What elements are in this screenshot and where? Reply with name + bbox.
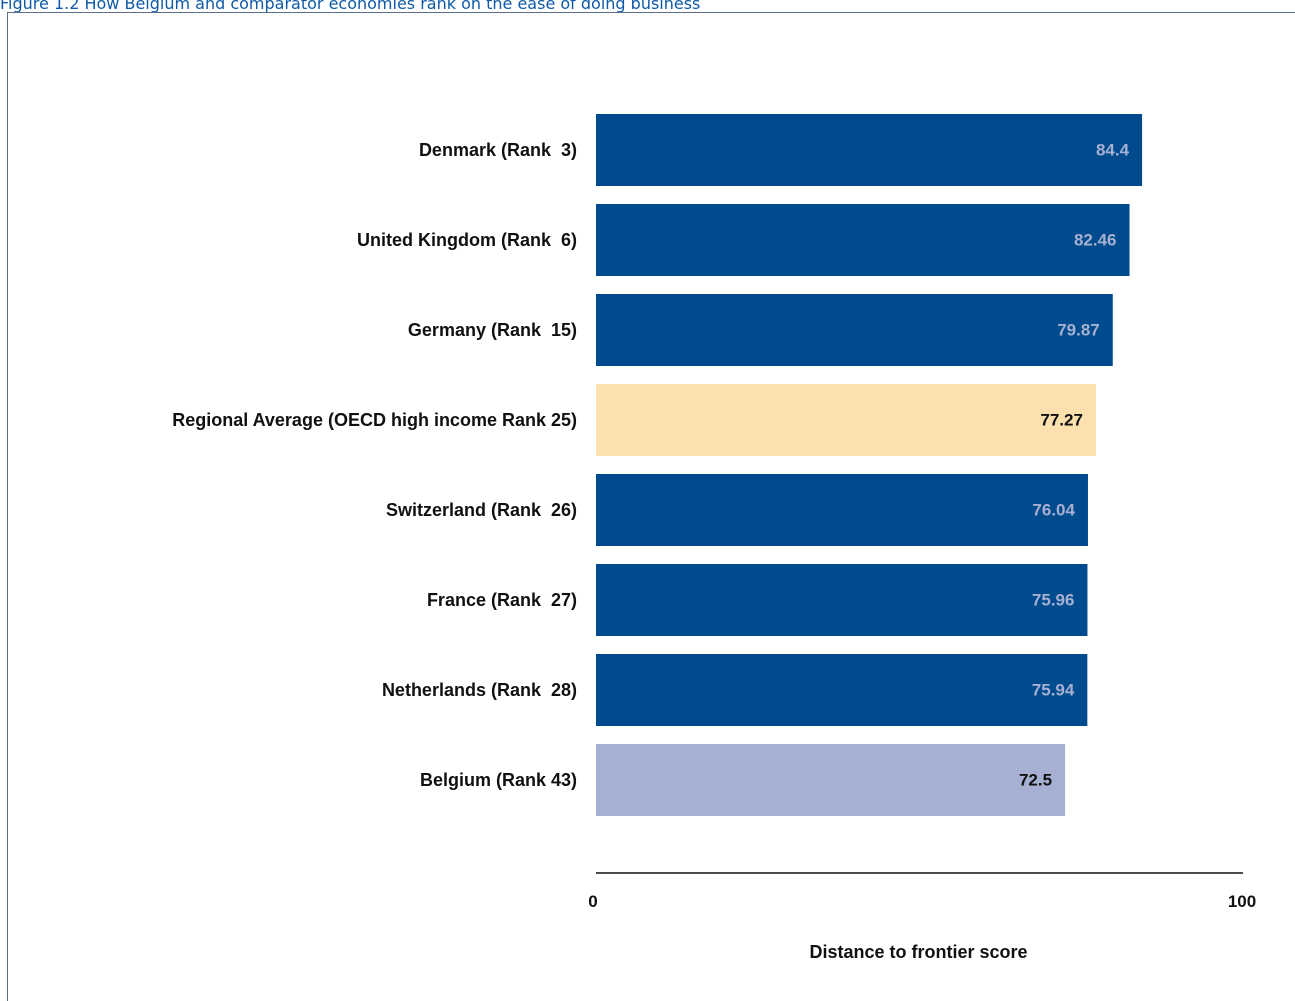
bar-5 (596, 564, 1088, 636)
x-axis-title: Distance to frontier score (809, 942, 1027, 962)
figure-title: Figure 1.2 How Belgium and comparator ec… (0, 0, 701, 13)
bar-value-label-3: 77.27 (1040, 411, 1083, 430)
category-label-6: Netherlands (Rank 28) (382, 680, 577, 700)
bar-3 (596, 384, 1096, 456)
bar-value-label-2: 79.87 (1057, 321, 1100, 340)
bars-layer (596, 114, 1143, 816)
bar-value-label-4: 76.04 (1032, 501, 1075, 520)
bar-value-label-1: 82.46 (1074, 231, 1117, 250)
category-label-4: Switzerland (Rank 26) (386, 500, 577, 520)
bar-0 (596, 114, 1143, 186)
figure-frame (7, 12, 1295, 1001)
category-label-7: Belgium (Rank 43) (420, 770, 577, 790)
category-label-2: Germany (Rank 15) (408, 320, 577, 340)
bar-6 (596, 654, 1088, 726)
category-label-1: United Kingdom (Rank 6) (357, 230, 577, 250)
bar-1 (596, 204, 1130, 276)
category-label-5: France (Rank 27) (427, 590, 577, 610)
bar-7 (596, 744, 1066, 816)
bar-value-label-7: 72.5 (1019, 771, 1052, 790)
labels-layer: 84.4 Denmark (Rank 3) 82.46 United Kingdom … (172, 140, 1129, 790)
category-label-0: Denmark (Rank 3) (419, 140, 577, 160)
x-tick-label-100: 100 (1228, 892, 1256, 911)
bar-2 (596, 294, 1113, 366)
bar-4 (596, 474, 1088, 546)
x-tick-label-0: 0 (588, 892, 597, 911)
bar-value-label-5: 75.96 (1032, 591, 1075, 610)
bar-value-label-6: 75.94 (1032, 681, 1075, 700)
category-label-3: Regional Average (OECD high income Rank … (172, 410, 577, 430)
bar-value-label-0: 84.4 (1096, 141, 1130, 160)
